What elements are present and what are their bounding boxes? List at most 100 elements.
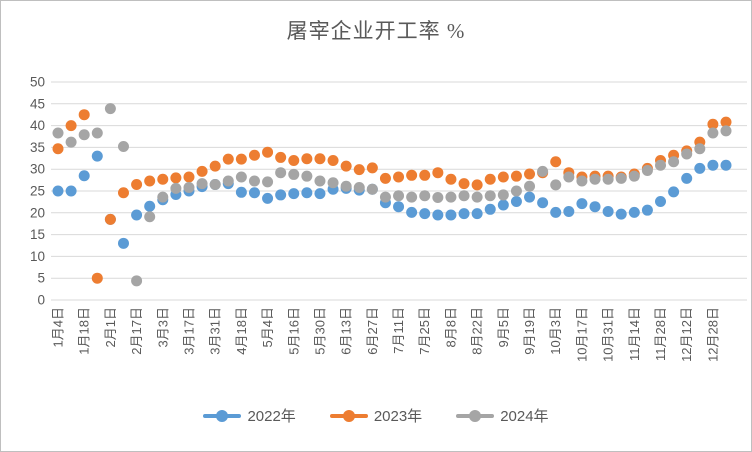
y-tick-label: 50: [30, 75, 45, 90]
data-point: [366, 183, 378, 195]
data-point: [327, 177, 339, 189]
data-point: [131, 178, 143, 190]
data-point: [222, 153, 234, 165]
x-tick-label: 3月17日: [181, 307, 196, 355]
data-point: [641, 204, 653, 216]
data-point: [262, 176, 274, 188]
data-point: [183, 182, 195, 194]
data-point: [157, 173, 169, 185]
data-point: [406, 169, 418, 181]
x-tick-label: 2月17日: [129, 307, 144, 355]
y-tick-label: 30: [30, 162, 45, 177]
data-point: [65, 185, 77, 197]
data-point: [393, 171, 405, 183]
legend-item-2022: 2022年: [203, 405, 296, 426]
x-tick-label: 4月18日: [234, 307, 249, 355]
x-tick-label: 2月1日: [103, 307, 118, 347]
x-tick-label: 8月22日: [470, 307, 485, 355]
data-point: [131, 275, 143, 287]
x-tick-label: 3月3日: [155, 307, 170, 347]
data-point: [65, 120, 77, 132]
data-point: [170, 172, 182, 184]
data-point: [314, 153, 326, 165]
data-point: [484, 190, 496, 202]
data-point: [393, 190, 405, 202]
data-point: [563, 171, 575, 183]
data-point: [484, 173, 496, 185]
data-point: [497, 199, 509, 211]
data-point: [117, 187, 129, 199]
data-point: [563, 205, 575, 217]
data-point: [248, 175, 260, 187]
x-tick-label: 9月19日: [522, 307, 537, 355]
data-point: [340, 160, 352, 172]
data-point: [131, 209, 143, 221]
x-tick-label: 10月17日: [574, 307, 589, 362]
data-point: [720, 116, 732, 128]
data-point: [537, 165, 549, 177]
data-point: [275, 167, 287, 179]
chart-plot-area: 0 5 10 15 20 25 30 35 40 45 50 1月4日 1月18日 2月1日 2月17日 3月…: [30, 75, 747, 362]
data-point: [235, 186, 247, 198]
data-point: [314, 175, 326, 187]
data-point: [117, 237, 129, 249]
data-point: [445, 209, 457, 221]
y-tick-label: 15: [30, 227, 45, 242]
data-point: [65, 136, 77, 148]
data-point: [445, 191, 457, 203]
data-point: [510, 195, 522, 207]
chart-legend: 2022年 2023年 2024年: [1, 405, 751, 426]
data-point: [471, 179, 483, 191]
data-point: [393, 201, 405, 213]
data-point: [144, 175, 156, 187]
data-point: [262, 146, 274, 158]
data-point: [248, 149, 260, 161]
data-point: [406, 191, 418, 203]
data-point: [222, 175, 234, 187]
data-point: [668, 186, 680, 198]
x-tick-label: 3月31日: [208, 307, 223, 355]
data-point: [694, 162, 706, 174]
data-point: [550, 206, 562, 218]
data-point: [248, 187, 260, 199]
data-point: [288, 188, 300, 200]
y-tick-label: 40: [30, 118, 45, 133]
data-point: [471, 208, 483, 220]
data-point: [628, 206, 640, 218]
x-tick-label: 1月18日: [77, 307, 92, 355]
data-point: [91, 127, 103, 139]
data-point: [655, 159, 667, 171]
legend-marker-2023: [329, 409, 368, 422]
x-tick-label: 6月27日: [365, 307, 380, 355]
data-point: [196, 165, 208, 177]
legend-label: 2022年: [247, 408, 296, 425]
data-point: [104, 213, 116, 225]
data-point: [602, 205, 614, 217]
legend-label: 2024年: [500, 408, 549, 425]
data-point: [52, 143, 64, 155]
data-point: [144, 211, 156, 223]
data-point: [458, 208, 470, 220]
data-point: [327, 154, 339, 166]
data-point: [91, 150, 103, 162]
legend-dot-icon: [469, 409, 482, 422]
x-tick-label: 5月4日: [260, 307, 275, 347]
data-point: [78, 109, 90, 121]
data-point: [681, 148, 693, 160]
data-point: [707, 127, 719, 139]
x-tick-label: 5月30日: [312, 307, 327, 355]
y-tick-label: 10: [30, 249, 45, 264]
x-tick-label: 8月8日: [443, 307, 458, 347]
data-point: [301, 187, 313, 199]
data-point: [104, 103, 116, 115]
data-point: [615, 172, 627, 184]
data-point: [144, 200, 156, 212]
data-point: [497, 171, 509, 183]
data-point: [707, 159, 719, 171]
data-point: [117, 141, 129, 153]
legend-marker-2022: [203, 409, 242, 422]
y-tick-label: 5: [37, 271, 45, 286]
data-point: [550, 156, 562, 168]
x-tick-label: 7月11日: [391, 307, 406, 354]
